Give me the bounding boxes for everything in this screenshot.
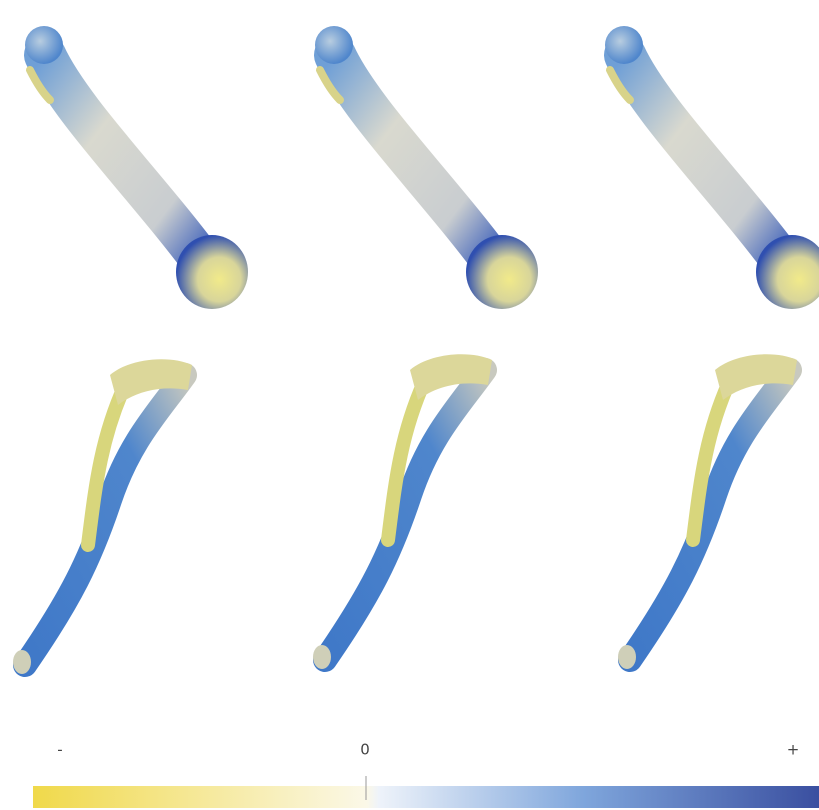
- colorbar-label: +: [787, 741, 800, 759]
- colorbar: - 0 +: [33, 741, 819, 809]
- colorbar-label: -: [57, 741, 62, 759]
- humerus-minus: [25, 26, 248, 309]
- humerus-plus: [605, 26, 819, 309]
- ulna-minus: [13, 359, 192, 674]
- ulna-mean: [313, 354, 492, 669]
- figure: - 0 +: [0, 0, 819, 810]
- bone-panels: [13, 26, 819, 674]
- ulna-plus: [618, 354, 797, 669]
- colorbar-gradient: [33, 786, 819, 808]
- colorbar-label: 0: [360, 741, 370, 759]
- humerus-mean: [315, 26, 538, 309]
